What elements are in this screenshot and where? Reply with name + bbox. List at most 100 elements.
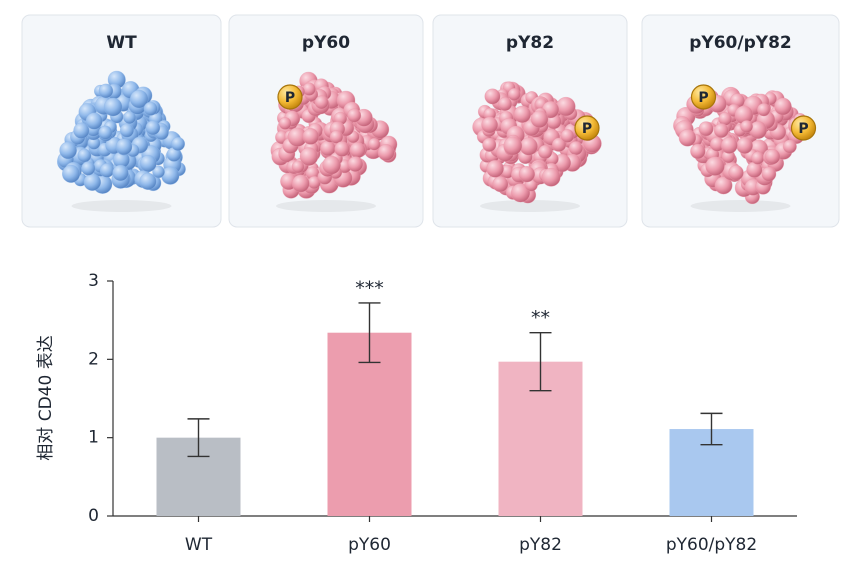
protein-atom <box>541 167 561 187</box>
protein-atom <box>507 87 521 101</box>
protein-shadow <box>276 200 376 212</box>
protein-atom <box>764 148 781 165</box>
protein-atom <box>85 112 103 130</box>
x-tick-label: pY82 <box>519 535 562 555</box>
phospho-label: P <box>798 121 808 137</box>
protein-atom <box>757 103 771 117</box>
protein-atom <box>83 173 102 191</box>
protein-atom <box>349 141 366 159</box>
protein-atom <box>143 101 158 116</box>
error-bar <box>358 302 381 364</box>
panel-label: pY60 <box>302 33 350 53</box>
error-bar <box>187 418 210 458</box>
y-tick-label: 3 <box>88 271 99 291</box>
protein-atom <box>484 88 501 105</box>
protein-atom <box>705 156 725 176</box>
protein-atom <box>740 120 754 133</box>
protein-atom <box>152 165 165 179</box>
protein-atom <box>329 130 344 144</box>
protein-atom <box>678 129 697 147</box>
protein-atom <box>98 125 113 140</box>
protein-atom <box>774 97 792 116</box>
significance-label: *** <box>355 277 384 299</box>
protein-atom <box>698 121 714 137</box>
y-tick-label: 1 <box>88 428 99 448</box>
protein-atom <box>713 123 729 139</box>
protein-atom <box>551 137 567 152</box>
phospho-label: P <box>698 90 708 106</box>
protein-atom <box>347 156 364 172</box>
panel: WT <box>21 14 222 228</box>
protein-atom <box>99 162 115 178</box>
panel-box <box>228 14 424 228</box>
protein-atom <box>61 164 81 183</box>
x-tick-label: pY60/pY82 <box>666 535 757 555</box>
protein-atom <box>367 137 381 151</box>
protein-shadow <box>480 200 580 212</box>
panel: pY60/pY82 P P <box>641 14 840 228</box>
protein-atom <box>690 143 706 160</box>
protein-atom <box>486 159 504 178</box>
protein-atom <box>278 117 292 130</box>
protein-atom <box>492 176 509 193</box>
phospho-badge <box>790 115 817 141</box>
protein-atom <box>115 138 133 156</box>
protein-atom <box>334 141 350 157</box>
error-bar <box>700 412 723 446</box>
protein-atom <box>497 96 513 112</box>
protein-atom <box>556 96 576 117</box>
protein-atom <box>171 136 186 151</box>
phospho-badge <box>277 84 303 110</box>
protein-atom <box>720 136 738 154</box>
protein-shadow <box>690 200 791 212</box>
protein-atom <box>112 164 129 182</box>
protein-atom <box>782 139 797 154</box>
protein-atom <box>129 89 149 109</box>
protein-atom <box>377 143 395 161</box>
protein-atom <box>736 137 753 154</box>
protein-atom <box>139 172 157 190</box>
protein-atom <box>728 164 744 181</box>
protein-atom <box>81 161 96 176</box>
protein-atom <box>751 151 765 165</box>
protein-atom <box>518 165 536 183</box>
phospho-label: P <box>582 121 592 137</box>
protein-atom <box>98 83 114 99</box>
y-tick-label: 2 <box>88 349 99 369</box>
protein-atom <box>291 174 310 193</box>
protein-atom <box>73 122 90 139</box>
protein-atom <box>139 154 157 172</box>
panel: pY82 P <box>432 14 628 228</box>
protein-atom <box>59 141 78 160</box>
protein-atom <box>314 95 329 110</box>
error-bar <box>529 332 552 392</box>
x-tick-label: WT <box>185 535 213 555</box>
protein-atom <box>103 97 123 117</box>
bar <box>327 332 412 516</box>
protein-atom <box>481 116 499 134</box>
panel-label: WT <box>106 33 137 53</box>
chart: 相对 CD40 表达 0 1 2 3 WT pY60 *** pY82 ** pY60/pY82 <box>36 271 797 555</box>
protein-atom <box>77 148 92 163</box>
protein-atom <box>299 147 319 166</box>
protein-atom <box>322 155 341 175</box>
panel-label: pY82 <box>506 33 554 53</box>
protein-atom <box>568 141 583 156</box>
protein-atom <box>530 110 549 128</box>
protein-atom <box>123 110 137 125</box>
significance-label: ** <box>531 307 550 329</box>
protein-atom <box>291 160 305 174</box>
panel-label: pY60/pY82 <box>689 33 791 53</box>
protein-atom <box>145 120 161 136</box>
phospho-badge <box>690 84 717 110</box>
protein-atom <box>560 129 575 143</box>
phospho-badge <box>574 115 600 141</box>
protein-atom <box>503 136 523 156</box>
y-tick-label: 0 <box>88 506 99 526</box>
protein-atom <box>119 123 135 138</box>
protein-atom <box>761 166 777 182</box>
x-tick-label: pY60 <box>348 535 391 555</box>
protein-shadow <box>71 200 172 212</box>
protein-atom <box>302 128 320 145</box>
